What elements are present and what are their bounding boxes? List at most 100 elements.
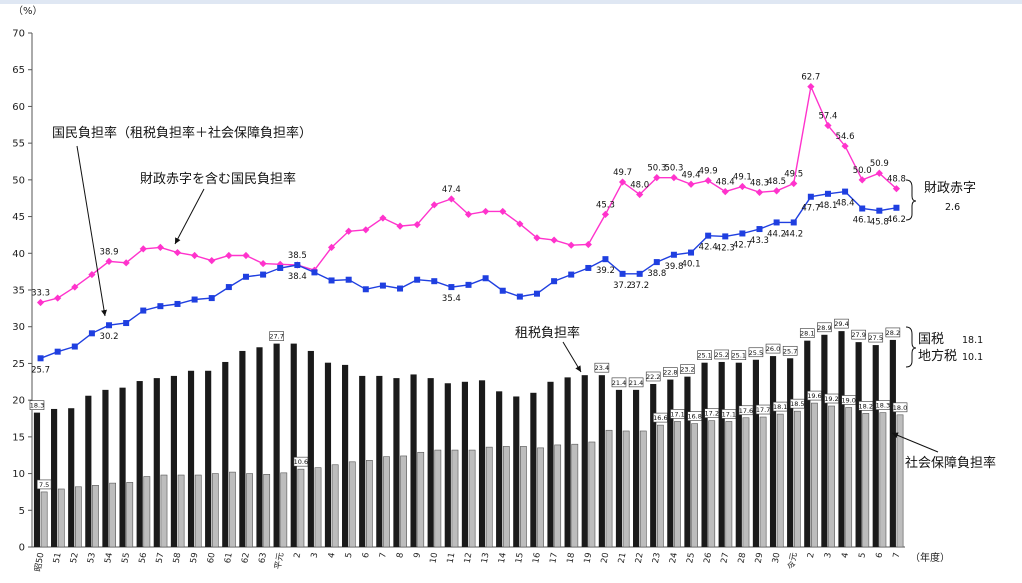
tax-bar bbox=[222, 361, 229, 547]
tax-bar bbox=[496, 391, 503, 547]
x-tick-label: 59 bbox=[189, 552, 201, 564]
deficit-point bbox=[173, 248, 182, 257]
national-data-label: 37.2 bbox=[613, 281, 632, 291]
national-point bbox=[71, 343, 78, 350]
x-tick-label: 6 bbox=[874, 552, 885, 559]
social-value-label: 17.1 bbox=[670, 410, 684, 418]
x-tick-label: 17 bbox=[548, 552, 560, 564]
y-tick-label: 35 bbox=[12, 286, 25, 297]
social-value-box bbox=[892, 402, 908, 413]
national-point bbox=[242, 273, 249, 280]
social-value-label: 17.6 bbox=[739, 407, 753, 415]
national-data-label: 42.3 bbox=[716, 243, 735, 253]
national-point bbox=[191, 296, 198, 303]
social-value-label: 18.1 bbox=[773, 403, 787, 411]
x-unit-label: （年度） bbox=[910, 551, 950, 564]
social-value-box bbox=[36, 479, 52, 490]
deficit-point bbox=[36, 298, 45, 307]
tax-value-box bbox=[594, 362, 610, 373]
tax-bar bbox=[564, 377, 571, 547]
social-value-label: 17.2 bbox=[704, 410, 718, 418]
tax-bar bbox=[119, 387, 126, 547]
deficit-point bbox=[584, 240, 592, 249]
national-data-label: 39.2 bbox=[596, 266, 615, 276]
tax-bar bbox=[444, 383, 451, 547]
annotation-national-arrow bbox=[76, 145, 107, 317]
tax-value-label: 23.2 bbox=[680, 366, 694, 374]
national-point bbox=[602, 256, 609, 263]
deficit-point bbox=[413, 221, 421, 229]
deficit-point bbox=[362, 226, 370, 234]
deficit-point bbox=[71, 283, 79, 291]
tax-value-label: 25.1 bbox=[732, 352, 746, 360]
tax-brace bbox=[905, 326, 917, 368]
social-value-label: 19.2 bbox=[824, 395, 838, 403]
national-data-label: 38.4 bbox=[288, 272, 307, 282]
y-tick-label: 15 bbox=[12, 432, 25, 443]
deficit-point bbox=[276, 260, 284, 268]
social-bar bbox=[656, 424, 664, 548]
national-point bbox=[516, 293, 523, 300]
national-data-label: 25.7 bbox=[31, 365, 50, 375]
deficit-point bbox=[790, 179, 798, 188]
social-bar bbox=[605, 429, 613, 548]
x-tick-label: 2 bbox=[806, 552, 817, 559]
annotation-national-burden: 国民負担率（租税負担率＋社会保障負担率） bbox=[52, 125, 312, 141]
annotation-deficit-burden: 財政赤字を含む国民負担率 bbox=[140, 171, 296, 187]
social-bar bbox=[554, 444, 562, 548]
x-tick-label: 28 bbox=[737, 552, 749, 564]
annotation-deficit-arrow bbox=[174, 188, 205, 245]
tax-value-label: 21.4 bbox=[612, 379, 626, 387]
deficit-point bbox=[858, 176, 866, 184]
national-point bbox=[722, 233, 729, 240]
tax-value-label: 28.1 bbox=[800, 330, 814, 338]
deficit-point bbox=[892, 185, 901, 193]
national-point bbox=[653, 259, 660, 266]
social-value-box bbox=[738, 405, 754, 416]
x-tick-label: 7 bbox=[378, 552, 389, 559]
deficit-data-label: 48.0 bbox=[630, 181, 649, 191]
x-tick-label: 9 bbox=[412, 552, 423, 559]
social-value-box bbox=[875, 400, 891, 410]
x-tick-label: 7 bbox=[892, 552, 903, 559]
national-data-label: 35.4 bbox=[442, 294, 461, 304]
deficit-data-label: 48.5 bbox=[767, 177, 786, 187]
national-data-label: 37.2 bbox=[630, 281, 649, 291]
social-bar bbox=[468, 449, 476, 548]
x-tick-label: 63 bbox=[257, 552, 269, 564]
tax-bar bbox=[615, 389, 623, 547]
tax-bar bbox=[547, 381, 554, 547]
social-bar bbox=[246, 473, 253, 548]
deficit-point bbox=[601, 210, 610, 218]
social-bar bbox=[588, 441, 596, 548]
tax-bar bbox=[205, 370, 212, 547]
y-tick-label: 30 bbox=[12, 322, 25, 333]
tax-value-box bbox=[817, 322, 832, 333]
x-tick-label: 29 bbox=[754, 552, 766, 564]
bars bbox=[33, 331, 904, 548]
social-bar bbox=[896, 414, 904, 548]
tax-value-box bbox=[697, 350, 712, 360]
social-value-label: 16.8 bbox=[687, 413, 701, 421]
y-tick-label: 50 bbox=[12, 175, 25, 186]
national-data-label: 44.2 bbox=[767, 229, 786, 239]
social-bar bbox=[451, 449, 459, 548]
deficit-point bbox=[482, 207, 490, 216]
national-point bbox=[807, 193, 814, 200]
tax-bar bbox=[821, 334, 828, 547]
deficit-point bbox=[208, 257, 216, 265]
tax-bar bbox=[667, 379, 674, 547]
tax-value-box bbox=[885, 327, 901, 338]
national-data-label: 39.8 bbox=[664, 262, 683, 272]
tax-bar bbox=[735, 362, 742, 547]
social-bar bbox=[811, 402, 818, 548]
social-value-label: 7.5 bbox=[39, 481, 49, 489]
tax-bar bbox=[855, 342, 862, 547]
y-tick-label: 70 bbox=[12, 29, 25, 40]
tax-bar bbox=[787, 358, 794, 547]
social-value-label: 19.0 bbox=[841, 396, 855, 404]
tax-bar bbox=[376, 375, 383, 547]
x-tick-label: 3 bbox=[823, 552, 834, 559]
x-tick-label: 5 bbox=[857, 552, 868, 559]
